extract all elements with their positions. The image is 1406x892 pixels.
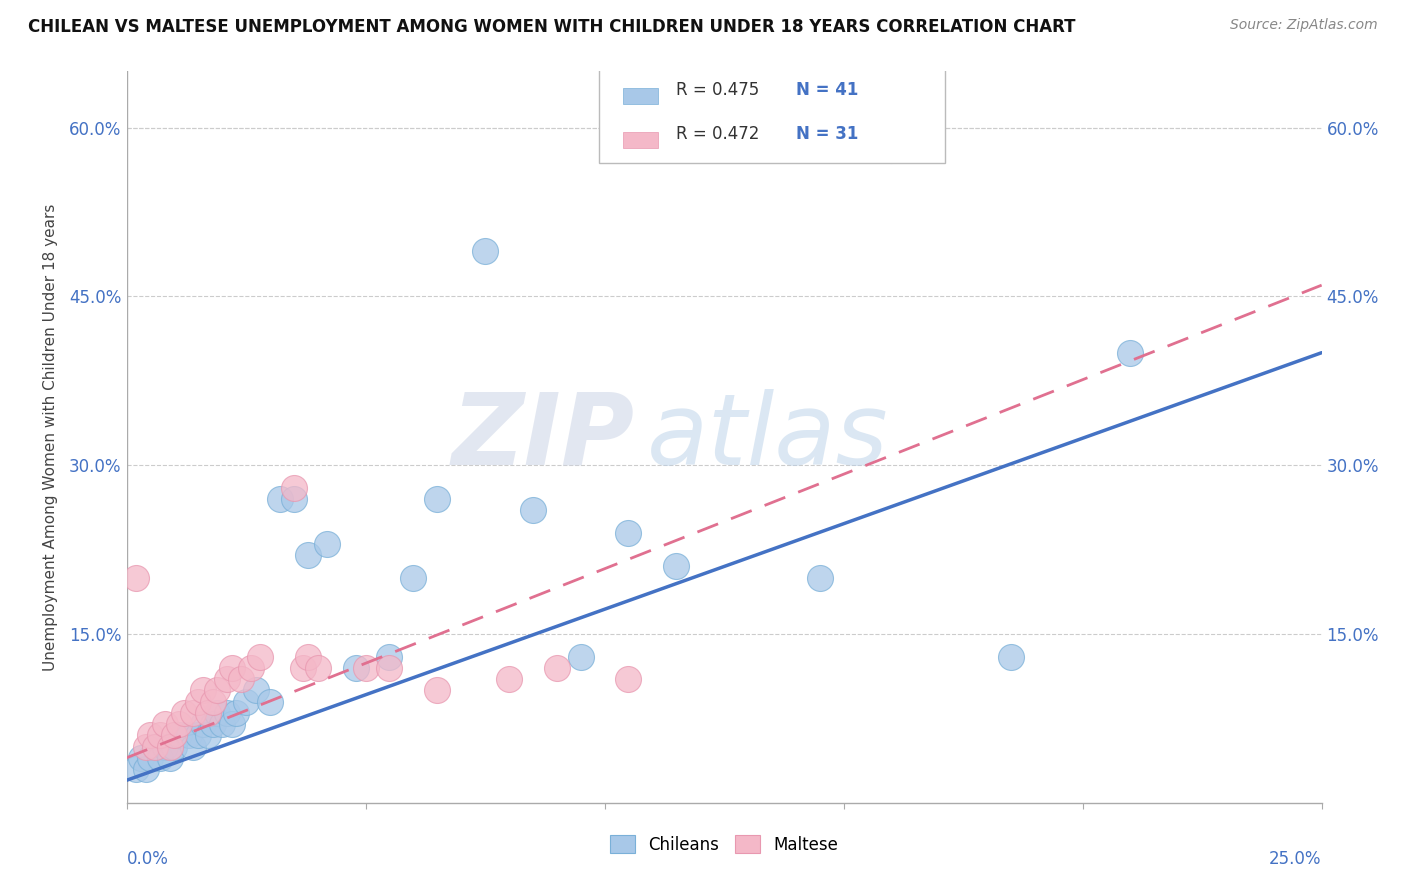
Point [354,661,377,675]
Point [159,739,181,754]
Text: ZIP: ZIP [451,389,634,485]
Point [201,694,224,708]
Point [316,537,339,551]
Point [569,649,592,664]
Point [215,706,238,720]
Point [498,672,520,686]
Point [617,672,640,686]
Point [187,694,209,708]
Point [378,661,401,675]
Text: CHILEAN VS MALTESE UNEMPLOYMENT AMONG WOMEN WITH CHILDREN UNDER 18 YEARS CORRELA: CHILEAN VS MALTESE UNEMPLOYMENT AMONG WO… [28,18,1076,36]
Point [283,491,305,506]
Point [1000,649,1022,664]
Point [197,728,219,742]
Point [135,739,157,754]
Point [159,751,181,765]
Point [225,706,247,720]
Point [402,571,425,585]
Point [183,706,205,720]
Text: 25.0%: 25.0% [1270,850,1322,868]
Point [215,672,238,686]
Legend: Chileans, Maltese: Chileans, Maltese [603,829,845,860]
Text: 0.0%: 0.0% [127,850,169,868]
Point [149,728,172,742]
Point [426,491,449,506]
Point [344,661,367,675]
Text: N = 31: N = 31 [796,125,858,143]
Point [143,739,166,754]
Point [149,751,172,765]
Point [239,661,262,675]
Point [307,661,329,675]
Point [187,728,209,742]
Point [522,503,544,517]
Point [173,706,195,720]
Point [231,672,253,686]
Point [283,481,305,495]
Point [292,661,315,675]
Text: Source: ZipAtlas.com: Source: ZipAtlas.com [1230,18,1378,32]
Point [143,739,166,754]
Point [808,571,831,585]
Point [378,649,401,664]
Point [167,728,190,742]
Point [197,706,219,720]
Text: atlas: atlas [647,389,889,485]
Point [245,683,267,698]
Point [207,706,229,720]
Point [201,717,224,731]
Point [183,739,205,754]
Point [177,728,200,742]
Point [211,717,233,731]
Point [880,143,903,157]
Point [135,762,157,776]
FancyBboxPatch shape [623,132,658,148]
Point [426,683,449,698]
Point [235,694,257,708]
Y-axis label: Unemployment Among Women with Children Under 18 years: Unemployment Among Women with Children U… [44,203,58,671]
Point [125,762,148,776]
Point [221,661,243,675]
Point [129,751,152,765]
Text: R = 0.472: R = 0.472 [676,125,759,143]
Point [1119,345,1142,359]
Point [139,751,162,765]
Point [125,571,148,585]
Point [139,728,162,742]
Point [221,717,243,731]
FancyBboxPatch shape [623,87,658,104]
Point [207,683,229,698]
Point [474,244,496,259]
Point [665,559,688,574]
Point [259,694,281,708]
Point [167,717,190,731]
Text: R = 0.475: R = 0.475 [676,80,759,99]
Point [153,739,176,754]
Point [163,728,186,742]
Point [163,739,186,754]
Point [249,649,271,664]
Point [153,717,176,731]
Point [191,683,214,698]
Point [269,491,291,506]
Text: N = 41: N = 41 [796,80,858,99]
Point [297,548,319,562]
Point [617,525,640,540]
Point [546,661,568,675]
Point [191,717,214,731]
Point [297,649,319,664]
FancyBboxPatch shape [599,61,945,163]
